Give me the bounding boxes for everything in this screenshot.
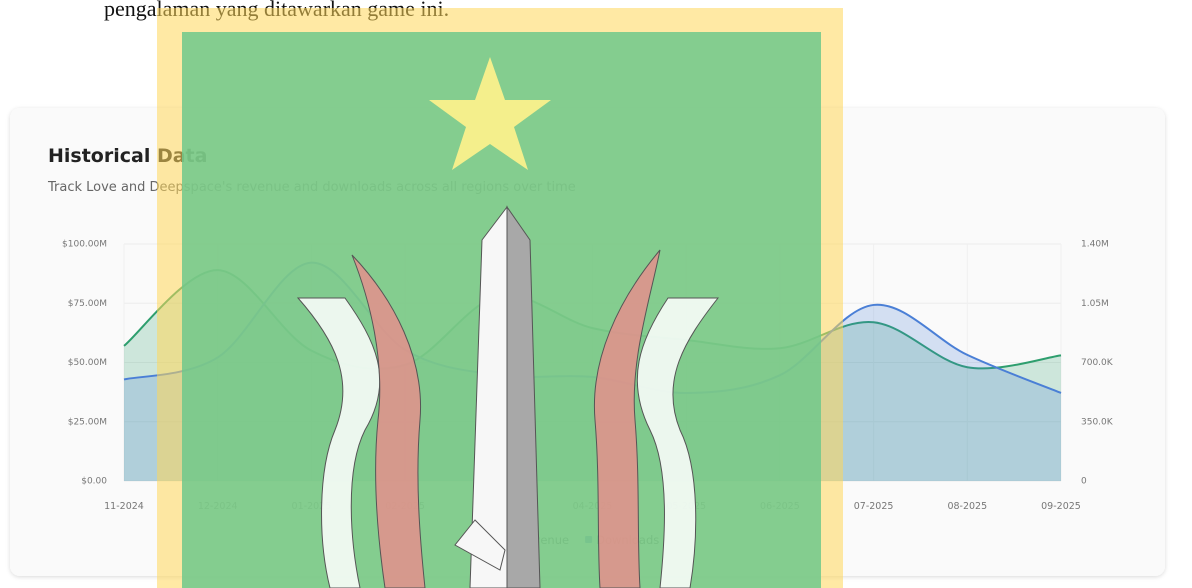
y2-tick-label: 0 [1081, 477, 1087, 487]
x-tick-label: 09-2025 [1041, 501, 1081, 512]
y2-tick-label: 1.40M [1081, 240, 1109, 250]
x-tick-label: 08-2025 [947, 501, 987, 512]
overlay-logo [157, 8, 843, 588]
y-tick-label: $100.00M [62, 240, 107, 250]
y-tick-label: $25.00M [68, 417, 107, 427]
y-tick-label: $50.00M [68, 358, 107, 368]
y-tick-label: $75.00M [68, 299, 107, 309]
screen: pengalaman yang ditawarkan game ini. His… [0, 0, 1192, 588]
y2-tick-label: 350.0K [1081, 417, 1114, 427]
y2-tick-label: 1.05M [1081, 299, 1109, 309]
y-tick-label: $0.00 [81, 477, 107, 487]
x-tick-label: 11-2024 [104, 501, 144, 512]
y2-tick-label: 700.0K [1081, 358, 1114, 368]
page: {"page": {"text": "pengalaman yang ditaw… [0, 0, 1192, 588]
x-tick-label: 07-2025 [854, 501, 894, 512]
